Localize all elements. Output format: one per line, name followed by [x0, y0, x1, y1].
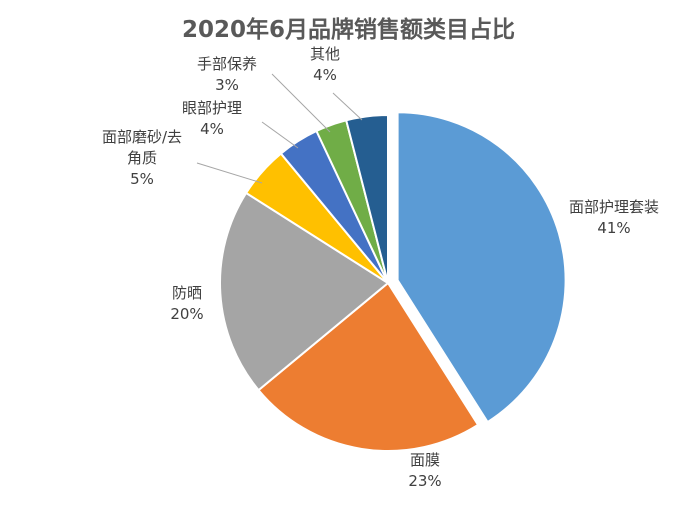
pie-slice: [345, 113, 389, 284]
leader-line: [196, 162, 263, 184]
slice-category-label: 眼部护理: [182, 99, 242, 117]
slice-category-label: 面膜: [410, 451, 440, 469]
leader-line: [271, 73, 331, 133]
chart-title: 2020年6月品牌销售额类目占比: [181, 17, 516, 43]
slice-category-label: 面部护理套装: [569, 198, 659, 216]
leader-line: [332, 92, 363, 121]
slice-percent-label: 41%: [597, 219, 630, 237]
slice-category-label: 面部磨砂/去: [102, 128, 182, 146]
slice-percent-label: 23%: [408, 472, 441, 490]
leader-line: [261, 121, 299, 149]
pie-slice: [396, 111, 567, 424]
slice-percent-label: 5%: [130, 170, 154, 188]
slice-category-label: 角质: [127, 149, 157, 167]
slice-percent-label: 4%: [200, 120, 224, 138]
slice-category-label: 防晒: [172, 284, 202, 302]
pie-slice: [257, 281, 480, 452]
slice-percent-label: 3%: [215, 76, 239, 94]
slice-percent-label: 4%: [313, 66, 337, 84]
slice-percent-label: 20%: [170, 305, 203, 323]
slice-category-label: 其他: [310, 45, 340, 63]
pie-slice: [219, 191, 390, 392]
slice-category-label: 手部保养: [197, 55, 257, 73]
